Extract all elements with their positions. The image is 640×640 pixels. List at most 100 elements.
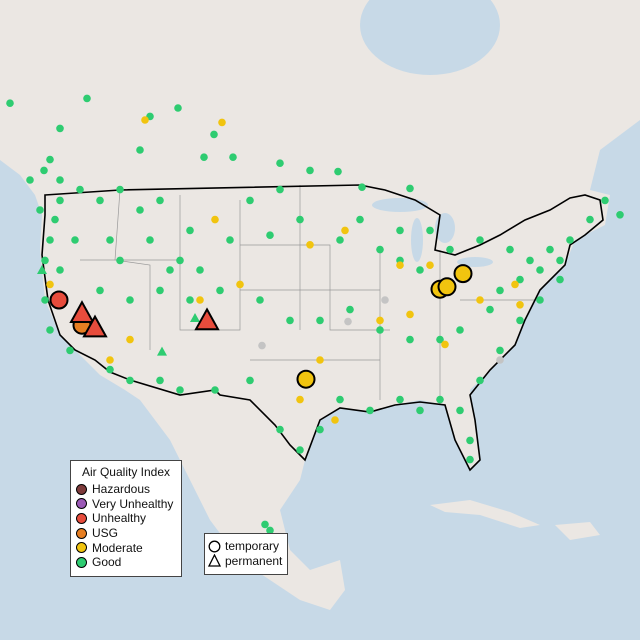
monitor-good-circle[interactable] [556,256,564,265]
monitor-moderate-circle[interactable] [126,335,134,344]
monitor-good-circle[interactable] [266,231,274,239]
monitor-moderate-circle[interactable] [46,280,54,289]
monitor-good-circle[interactable] [166,266,174,274]
monitor-good-circle[interactable] [46,326,54,334]
monitor-good-circle[interactable] [376,245,384,254]
monitor-good-circle[interactable] [46,236,54,244]
monitor-good-circle[interactable] [6,99,14,107]
monitor-good-circle[interactable] [316,425,324,434]
monitor-moderate-circle[interactable] [296,369,316,389]
monitor-good-circle[interactable] [316,316,324,325]
monitor-good-circle[interactable] [466,436,474,445]
monitor-good-triangle[interactable] [190,313,200,322]
monitor-moderate-circle[interactable] [511,280,519,289]
monitor-good-circle[interactable] [416,266,424,274]
monitor-moderate-circle[interactable] [218,118,226,127]
monitor-unhealthy-triangle[interactable] [194,307,220,331]
monitor-good-circle[interactable] [216,286,224,295]
monitor-no-data-circle[interactable] [344,317,352,326]
monitor-good-circle[interactable] [616,211,624,219]
monitor-good-circle[interactable] [516,316,524,325]
monitor-moderate-circle[interactable] [106,356,114,364]
monitor-good-circle[interactable] [496,286,504,295]
monitor-good-circle[interactable] [46,155,54,164]
monitor-good-circle[interactable] [446,245,454,254]
monitor-good-circle[interactable] [246,196,254,205]
monitor-good-circle[interactable] [336,236,344,244]
monitor-moderate-circle[interactable] [476,296,484,304]
monitor-good-circle[interactable] [96,196,104,205]
monitor-good-circle[interactable] [266,526,274,535]
monitor-moderate-circle[interactable] [516,301,524,309]
monitor-good-circle[interactable] [406,184,414,193]
monitor-moderate-circle[interactable] [331,416,339,424]
monitor-good-circle[interactable] [426,226,434,235]
monitor-good-circle[interactable] [146,236,154,244]
monitor-good-circle[interactable] [456,326,464,334]
monitor-good-circle[interactable] [356,215,364,224]
monitor-good-circle[interactable] [56,266,64,274]
monitor-moderate-circle[interactable] [453,264,473,284]
monitor-good-circle[interactable] [56,196,64,205]
monitor-moderate-circle[interactable] [211,215,219,224]
monitor-moderate-circle[interactable] [396,261,404,270]
monitor-good-circle[interactable] [41,296,49,304]
monitor-good-circle[interactable] [186,296,194,304]
monitor-unhealthy-circle[interactable] [49,290,69,310]
monitor-good-circle[interactable] [211,386,219,394]
monitor-good-circle[interactable] [476,236,484,244]
monitor-good-circle[interactable] [336,395,344,404]
monitor-no-data-circle[interactable] [381,296,389,304]
monitor-good-circle[interactable] [506,245,514,254]
monitor-moderate-circle[interactable] [316,356,324,364]
monitor-good-circle[interactable] [296,446,304,454]
monitor-good-circle[interactable] [406,335,414,344]
monitor-moderate-circle[interactable] [236,280,244,289]
monitor-good-circle[interactable] [136,206,144,214]
monitor-good-circle[interactable] [40,166,48,175]
monitor-moderate-circle[interactable] [341,226,349,235]
monitor-good-circle[interactable] [556,275,564,284]
monitor-good-circle[interactable] [106,236,114,244]
monitor-good-circle[interactable] [496,346,504,355]
monitor-good-circle[interactable] [476,376,484,385]
monitor-good-circle[interactable] [116,256,124,265]
monitor-good-circle[interactable] [601,196,609,205]
monitor-good-circle[interactable] [56,176,64,184]
monitor-good-circle[interactable] [226,236,234,244]
monitor-good-circle[interactable] [358,183,366,191]
monitor-good-circle[interactable] [246,376,254,385]
monitor-good-circle[interactable] [261,520,269,529]
monitor-good-triangle[interactable] [37,265,47,274]
monitor-good-circle[interactable] [296,215,304,224]
monitor-good-circle[interactable] [174,104,182,112]
monitor-good-circle[interactable] [516,275,524,284]
monitor-good-circle[interactable] [416,406,424,415]
monitor-good-circle[interactable] [156,376,164,385]
monitor-good-circle[interactable] [546,245,554,254]
monitor-good-circle[interactable] [466,455,474,464]
monitor-good-circle[interactable] [96,286,104,295]
monitor-good-circle[interactable] [176,386,184,394]
monitor-good-circle[interactable] [83,94,91,103]
monitor-moderate-circle[interactable] [296,395,304,404]
monitor-good-circle[interactable] [456,406,464,415]
monitor-good-circle[interactable] [126,376,134,385]
monitor-good-circle[interactable] [66,346,74,355]
monitor-good-circle[interactable] [56,124,64,133]
monitor-good-circle[interactable] [536,296,544,304]
monitor-good-circle[interactable] [334,167,342,176]
monitor-good-circle[interactable] [286,316,294,325]
monitor-good-circle[interactable] [436,335,444,344]
monitor-good-circle[interactable] [126,296,134,304]
monitor-moderate-circle[interactable] [406,310,414,319]
monitor-good-circle[interactable] [276,425,284,434]
monitor-moderate-circle[interactable] [376,316,384,325]
monitor-no-data-circle[interactable] [496,356,504,364]
monitor-good-circle[interactable] [196,266,204,274]
monitor-good-triangle[interactable] [157,346,167,356]
monitor-no-data-circle[interactable] [258,341,266,350]
monitor-good-circle[interactable] [156,196,164,205]
monitor-good-circle[interactable] [106,365,114,374]
monitor-good-circle[interactable] [51,215,59,224]
